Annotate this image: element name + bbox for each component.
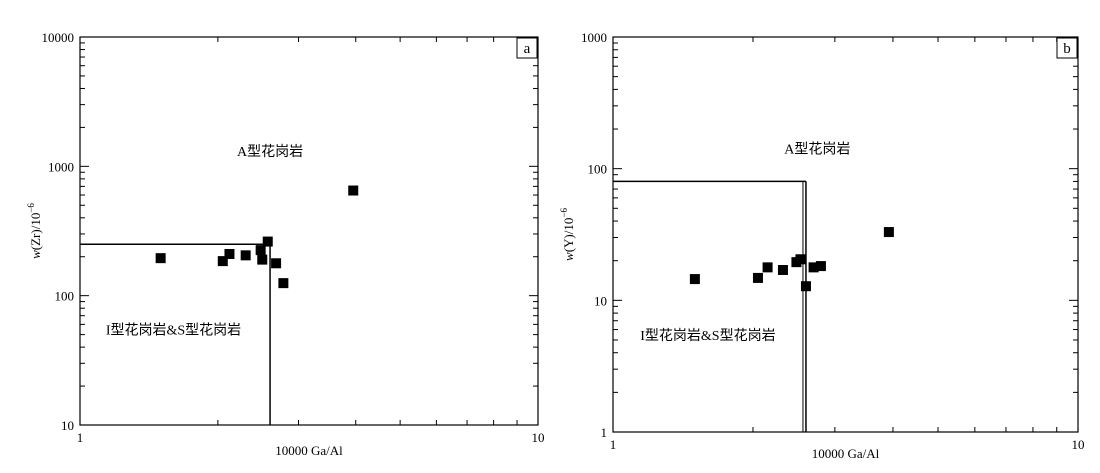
data-point — [777, 264, 788, 275]
y-axis-title-rest: (Zr)/10 — [28, 213, 43, 251]
region-label: A型花岗岩 — [237, 144, 303, 160]
data-point — [271, 258, 282, 269]
y-tick-label: 100 — [55, 289, 75, 304]
panel-label-box — [516, 37, 538, 59]
x-tick-label: 1 — [610, 437, 617, 452]
y-tick-label: 10 — [594, 293, 607, 308]
plot-frame — [79, 36, 539, 426]
data-point — [217, 256, 228, 267]
data-point — [255, 245, 266, 256]
panel-label: b — [1063, 41, 1071, 57]
data-point — [155, 253, 166, 264]
data-point — [762, 262, 773, 273]
region-label: A型花岗岩 — [784, 142, 850, 158]
y-tick-label: 10000 — [42, 30, 75, 45]
data-point — [800, 281, 811, 292]
y-axis-title: w(Y)/10−6 — [559, 208, 576, 261]
data-point — [278, 278, 289, 289]
chart-panel-b: 1 10 1 10 100 1000 10000 Ga/Al w(Y)/10−6 A型花岗岩 I型… — [559, 30, 1085, 461]
data-point — [752, 272, 763, 283]
data-point — [348, 185, 359, 196]
y-tick-label: 100 — [588, 162, 608, 177]
region-label: I型花岗岩&S型花岗岩 — [106, 323, 241, 339]
y-axis-title: w(Zr)/10−6 — [26, 203, 43, 259]
panel-label: a — [524, 41, 531, 57]
data-point — [224, 248, 235, 259]
x-tick-label: 1 — [77, 430, 84, 445]
y-axis-title-exponent: −6 — [26, 203, 36, 213]
y-tick-label: 10 — [61, 418, 74, 433]
data-point — [883, 227, 894, 238]
panel-label-box — [1056, 37, 1078, 59]
y-axis-title-main: w — [561, 252, 576, 261]
x-tick-label: 10 — [1072, 437, 1085, 452]
data-point — [795, 254, 806, 265]
x-axis-title: 10000 Ga/Al — [812, 446, 880, 461]
data-point — [808, 262, 819, 273]
y-axis-title-exponent: −6 — [559, 208, 569, 218]
y-axis-title-rest: (Y)/10 — [561, 218, 576, 253]
region-label: I型花岗岩&S型花岗岩 — [640, 328, 775, 344]
x-tick-label: 10 — [532, 430, 545, 445]
x-axis-title: 10000 Ga/Al — [275, 443, 343, 458]
y-axis-title-main: w — [28, 250, 43, 259]
data-point — [689, 274, 700, 285]
data-point — [815, 261, 826, 272]
y-tick-label: 1000 — [581, 30, 607, 45]
data-point — [257, 254, 268, 265]
data-point — [240, 250, 251, 261]
y-tick-label: 1000 — [48, 159, 74, 174]
y-tick-label: 1 — [601, 425, 608, 440]
data-point — [262, 236, 273, 247]
plot-frame — [612, 36, 1079, 433]
